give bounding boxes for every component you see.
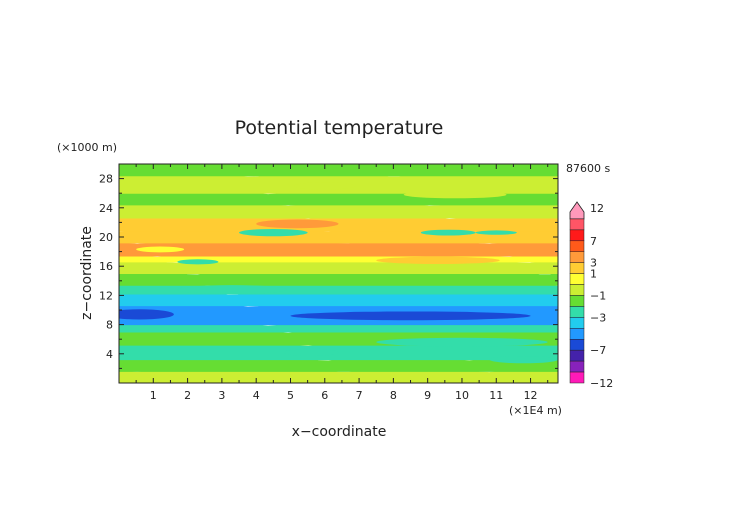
colorbar-segment (569, 328, 585, 340)
colorbar-segment (569, 284, 585, 296)
x-tick-label: 11 (489, 389, 503, 402)
x-tick-label: 5 (287, 389, 294, 402)
x-unit-label: (×1E4 m) (509, 404, 562, 417)
contour-patch (177, 285, 288, 294)
contour-patch (136, 246, 185, 253)
plot-area (119, 164, 558, 383)
colorbar-label: −3 (590, 311, 606, 324)
colorbar-label: 12 (590, 202, 604, 215)
colorbar-label: 7 (590, 235, 597, 248)
contour-patch (376, 256, 500, 265)
colorbar-label: 1 (590, 268, 597, 281)
contour-band (119, 288, 558, 307)
y-tick-label: 24 (99, 202, 113, 215)
chart-title: Potential temperature (235, 117, 444, 139)
x-tick-label: 3 (218, 389, 225, 402)
colorbar: 12 7 31 −1 −3 −7 −12 (569, 201, 613, 390)
plot-frame (118, 163, 559, 384)
contour-patch (475, 230, 517, 235)
contour-patch (239, 228, 308, 237)
x-axis-label: x−coordinate (292, 424, 387, 440)
contour-patch (283, 348, 339, 356)
y-tick-label: 12 (99, 289, 113, 302)
colorbar-segment (569, 273, 585, 285)
colorbar-segment (569, 339, 585, 351)
y-tick-label: 20 (99, 231, 113, 244)
contour-patch (191, 243, 288, 251)
colorbar-segment (569, 240, 585, 252)
contour-patch (177, 259, 219, 265)
colorbar-segment (569, 371, 585, 384)
colorbar-segment (569, 317, 585, 329)
y-tick-label: 28 (99, 173, 113, 186)
colorbar-segment (569, 349, 585, 362)
x-tick-label: 4 (253, 389, 260, 402)
x-tick-label: 1 (150, 389, 157, 402)
contour-patch (293, 182, 356, 190)
colorbar-segment (569, 229, 585, 242)
contour-patch (341, 245, 480, 255)
y-unit-label: (×1000 m) (57, 141, 117, 154)
colorbar-segment (569, 218, 585, 231)
contour-patch (256, 219, 339, 229)
colorbar-segment (569, 251, 585, 263)
x-tick-label: 9 (424, 389, 431, 402)
colorbar-segment (569, 360, 585, 373)
contour-patch (420, 229, 476, 236)
x-tick-label: 8 (390, 389, 397, 402)
colorbar-segment (569, 295, 585, 307)
contour-patch (376, 337, 548, 347)
colorbar-label: −12 (590, 377, 613, 390)
x-tick-label: 10 (455, 389, 469, 402)
x-tick-label: 2 (184, 389, 191, 402)
colorbar-cap (569, 201, 585, 220)
colorbar-label: −1 (590, 290, 606, 303)
contour-patch (119, 309, 174, 320)
colorbar-label: −7 (590, 344, 606, 357)
contour-patch (403, 191, 507, 199)
x-tick-label: 7 (356, 389, 363, 402)
x-tick-label: 6 (321, 389, 328, 402)
y-tick-label: 16 (99, 260, 113, 273)
colorbar-segment (569, 262, 585, 274)
contour-patch (489, 355, 558, 364)
contour-patch (290, 311, 531, 321)
colorbar-segment (569, 306, 585, 318)
contour-band (119, 164, 558, 177)
x-tick-label: 12 (524, 389, 538, 402)
y-axis-label: z−coordinate (79, 226, 95, 320)
colorbar-label: 3 (590, 257, 597, 270)
time-label: 87600 s (566, 162, 610, 175)
y-tick-label: 4 (106, 348, 113, 361)
y-tick-label: 8 (106, 319, 113, 332)
